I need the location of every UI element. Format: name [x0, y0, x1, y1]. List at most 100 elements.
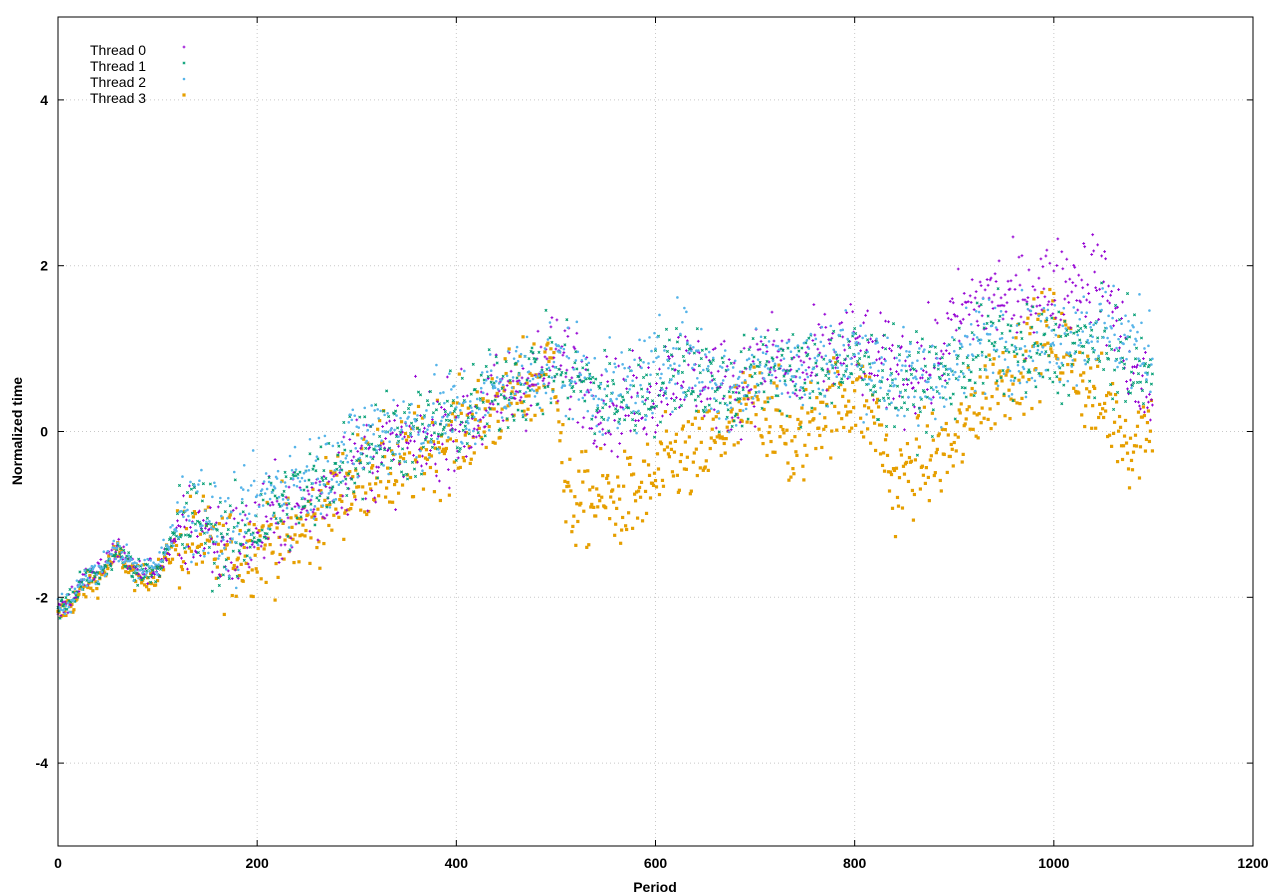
data-point [298, 470, 302, 474]
data-point [628, 387, 631, 391]
data-point [759, 339, 763, 343]
data-point [262, 556, 266, 560]
data-point [436, 437, 439, 441]
data-point [1022, 320, 1026, 324]
data-point [987, 353, 991, 357]
data-point [786, 346, 790, 350]
data-point [1004, 340, 1008, 344]
data-point [745, 420, 749, 424]
data-point [771, 343, 775, 347]
data-point [198, 532, 203, 536]
data-point [710, 374, 714, 378]
data-point [788, 364, 792, 368]
data-point [110, 548, 114, 552]
data-point [980, 406, 984, 410]
data-point [937, 432, 941, 436]
data-point [997, 319, 1001, 323]
data-point [1011, 336, 1015, 339]
data-point [1084, 315, 1088, 319]
data-point [217, 557, 220, 560]
data-point [200, 560, 204, 564]
data-point [257, 505, 261, 509]
data-point [462, 401, 465, 405]
data-point [265, 532, 269, 536]
data-point [673, 439, 678, 443]
data-point [294, 468, 298, 471]
data-point [767, 340, 771, 343]
data-point [775, 387, 779, 390]
data-point [807, 347, 811, 350]
data-point [598, 409, 602, 413]
data-point [808, 420, 812, 424]
data-point [913, 389, 917, 393]
data-point [819, 392, 823, 396]
data-point [1055, 375, 1059, 379]
data-point [476, 378, 480, 383]
data-point [365, 439, 369, 443]
data-point [307, 492, 311, 496]
data-point [312, 517, 316, 520]
data-point [960, 385, 964, 390]
data-point [520, 400, 524, 405]
data-point [858, 375, 862, 379]
data-point [711, 358, 715, 362]
data-point [990, 394, 994, 399]
data-point [953, 417, 957, 421]
data-point [439, 391, 442, 395]
data-point [921, 473, 925, 477]
data-point [880, 463, 885, 468]
data-point [1150, 398, 1153, 402]
data-point [890, 349, 893, 353]
data-point [1084, 404, 1088, 408]
data-point [768, 425, 772, 429]
data-point [1026, 296, 1030, 300]
data-point [654, 347, 657, 350]
data-point [597, 422, 601, 426]
data-point [561, 380, 565, 384]
data-point [1057, 325, 1061, 329]
data-point [551, 390, 555, 394]
data-point [1069, 330, 1073, 334]
data-point [645, 432, 648, 436]
data-point [301, 523, 305, 527]
data-point [544, 391, 548, 395]
data-point [638, 338, 641, 342]
data-point [625, 527, 629, 532]
data-point [870, 333, 874, 337]
data-point [647, 362, 650, 365]
data-point [664, 429, 669, 433]
data-point [798, 388, 802, 392]
data-point [404, 472, 409, 476]
data-point [964, 306, 968, 310]
data-point [702, 368, 705, 372]
data-point [395, 433, 398, 436]
data-point [797, 367, 801, 371]
data-point [885, 392, 890, 396]
data-point [352, 490, 356, 494]
data-point [550, 316, 554, 320]
data-point [1096, 340, 1099, 343]
data-point [177, 535, 180, 539]
data-point [776, 408, 780, 412]
data-point [508, 381, 512, 385]
data-point [182, 515, 185, 519]
data-point [276, 575, 280, 579]
data-point [846, 337, 849, 341]
data-point [505, 384, 509, 387]
data-point [1046, 368, 1050, 372]
data-point [461, 428, 465, 432]
data-point [665, 445, 670, 449]
data-point [580, 450, 584, 454]
data-point [438, 479, 441, 483]
data-point [970, 278, 974, 282]
data-point [1150, 372, 1154, 376]
data-point [893, 384, 896, 387]
data-point [343, 448, 347, 452]
data-point [426, 428, 429, 431]
data-point [216, 576, 220, 580]
data-point [702, 414, 706, 418]
data-point [363, 435, 367, 439]
data-point [670, 367, 674, 371]
data-point [800, 406, 804, 410]
data-point [981, 297, 985, 300]
